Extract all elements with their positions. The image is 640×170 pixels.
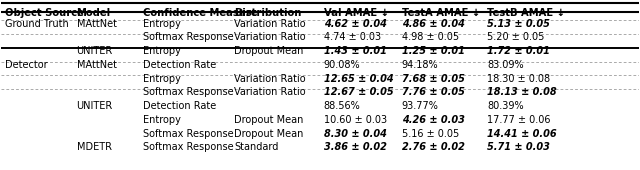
Text: 12.65 ± 0.04: 12.65 ± 0.04 [324, 74, 394, 84]
Text: Entropy: Entropy [143, 115, 180, 125]
Text: MDETR: MDETR [77, 142, 111, 152]
Text: Distribution: Distribution [234, 8, 301, 18]
Text: Detection Rate: Detection Rate [143, 60, 216, 70]
Text: Softmax Response: Softmax Response [143, 32, 234, 42]
Text: Variation Ratio: Variation Ratio [234, 19, 306, 29]
Text: 2.76 ± 0.02: 2.76 ± 0.02 [401, 142, 465, 152]
Text: Variation Ratio: Variation Ratio [234, 87, 306, 97]
Text: 90.08%: 90.08% [324, 60, 360, 70]
Text: 10.60 ± 0.03: 10.60 ± 0.03 [324, 115, 387, 125]
Text: Entropy: Entropy [143, 74, 180, 84]
Text: 18.13 ± 0.08: 18.13 ± 0.08 [487, 87, 557, 97]
Text: Dropout Mean: Dropout Mean [234, 46, 303, 56]
Text: Dropout Mean: Dropout Mean [234, 129, 303, 139]
Text: 93.77%: 93.77% [401, 101, 438, 111]
Text: 8.30 ± 0.04: 8.30 ± 0.04 [324, 129, 387, 139]
Text: 94.18%: 94.18% [401, 60, 438, 70]
Text: Softmax Response: Softmax Response [143, 129, 234, 139]
Text: 7.76 ± 0.05: 7.76 ± 0.05 [401, 87, 465, 97]
Text: 5.20 ± 0.05: 5.20 ± 0.05 [487, 32, 545, 42]
Text: TestA AMAE ↓: TestA AMAE ↓ [401, 8, 480, 18]
Text: 17.77 ± 0.06: 17.77 ± 0.06 [487, 115, 550, 125]
Text: 5.16 ± 0.05: 5.16 ± 0.05 [401, 129, 459, 139]
Text: MAttNet: MAttNet [77, 60, 116, 70]
Text: Standard: Standard [234, 142, 278, 152]
Text: Softmax Response: Softmax Response [143, 87, 234, 97]
Text: 4.98 ± 0.05: 4.98 ± 0.05 [401, 32, 459, 42]
Text: 4.26 ± 0.03: 4.26 ± 0.03 [401, 115, 465, 125]
Text: 12.67 ± 0.05: 12.67 ± 0.05 [324, 87, 394, 97]
Text: Confidence Measure: Confidence Measure [143, 8, 257, 18]
Text: Val AMAE ↓: Val AMAE ↓ [324, 8, 389, 18]
Text: 4.86 ± 0.04: 4.86 ± 0.04 [401, 19, 465, 29]
Text: Object Source: Object Source [4, 8, 83, 18]
Text: Dropout Mean: Dropout Mean [234, 115, 303, 125]
Text: UNITER: UNITER [77, 101, 113, 111]
Text: 80.39%: 80.39% [487, 101, 524, 111]
Text: Model: Model [77, 8, 111, 18]
Text: Ground Truth: Ground Truth [4, 19, 68, 29]
Text: 5.13 ± 0.05: 5.13 ± 0.05 [487, 19, 550, 29]
Text: UNITER: UNITER [77, 46, 113, 56]
Text: 5.71 ± 0.03: 5.71 ± 0.03 [487, 142, 550, 152]
Text: 88.56%: 88.56% [324, 101, 360, 111]
Text: 4.62 ± 0.04: 4.62 ± 0.04 [324, 19, 387, 29]
Text: Softmax Response: Softmax Response [143, 142, 234, 152]
Text: Detection Rate: Detection Rate [143, 101, 216, 111]
Text: Entropy: Entropy [143, 19, 180, 29]
Text: 1.43 ± 0.01: 1.43 ± 0.01 [324, 46, 387, 56]
Text: MAttNet: MAttNet [77, 19, 116, 29]
Text: 14.41 ± 0.06: 14.41 ± 0.06 [487, 129, 557, 139]
Text: 1.25 ± 0.01: 1.25 ± 0.01 [401, 46, 465, 56]
Text: 18.30 ± 0.08: 18.30 ± 0.08 [487, 74, 550, 84]
Text: Variation Ratio: Variation Ratio [234, 74, 306, 84]
Text: 3.86 ± 0.02: 3.86 ± 0.02 [324, 142, 387, 152]
Text: 4.74 ± 0.03: 4.74 ± 0.03 [324, 32, 381, 42]
Text: 1.72 ± 0.01: 1.72 ± 0.01 [487, 46, 550, 56]
Text: Variation Ratio: Variation Ratio [234, 32, 306, 42]
Text: Entropy: Entropy [143, 46, 180, 56]
Text: 83.09%: 83.09% [487, 60, 524, 70]
Text: 7.68 ± 0.05: 7.68 ± 0.05 [401, 74, 465, 84]
Text: Detector: Detector [4, 60, 47, 70]
Text: TestB AMAE ↓: TestB AMAE ↓ [487, 8, 565, 18]
